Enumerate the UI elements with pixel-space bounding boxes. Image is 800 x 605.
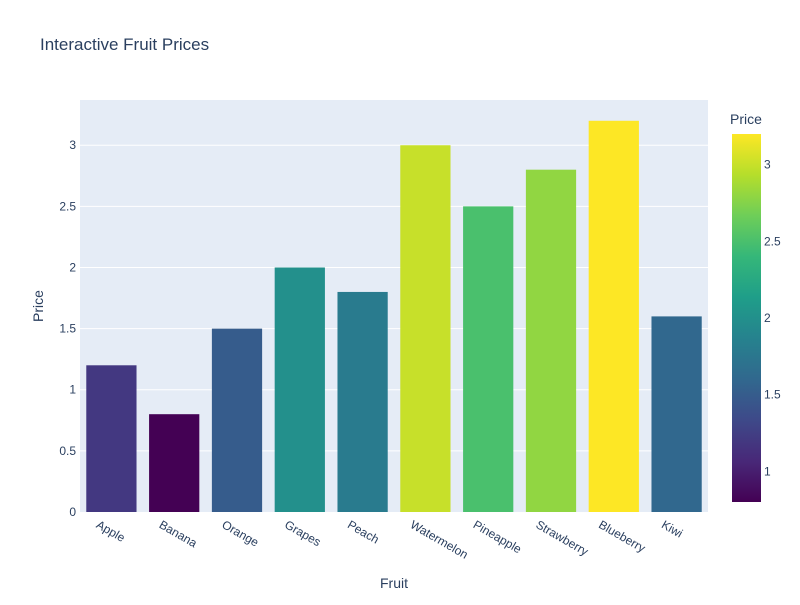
bar-apple[interactable] xyxy=(86,365,137,512)
colorbar-tick-label: 3 xyxy=(764,158,771,172)
x-tick-label: Pineapple xyxy=(471,517,525,556)
colorbar-tick-label: 1 xyxy=(764,464,771,478)
colorbar-tick-label: 2 xyxy=(764,311,771,325)
x-tick-label: Peach xyxy=(345,517,381,546)
y-tick-label: 1.5 xyxy=(59,322,76,336)
bar-blueberry[interactable] xyxy=(588,120,639,512)
y-tick-label: 2.5 xyxy=(59,199,76,213)
bar-pineapple[interactable] xyxy=(463,206,514,513)
x-tick-label: Banana xyxy=(157,517,200,550)
x-tick-label: Watermelon xyxy=(408,517,471,561)
colorbar-title: Price xyxy=(730,111,762,127)
colorbar: Price 1 1.5 2 2.5 3 xyxy=(730,111,781,502)
bar-orange[interactable] xyxy=(211,328,263,512)
x-tick-label: Apple xyxy=(94,517,128,545)
x-tick-label: Strawberry xyxy=(534,517,591,558)
x-tick-label: Orange xyxy=(220,517,262,549)
bar-banana[interactable] xyxy=(149,414,200,512)
x-tick-labels: Apple Banana Orange Grapes Peach Watermelon Pi… xyxy=(94,517,685,561)
bar-peach[interactable] xyxy=(337,291,388,512)
y-tick-label: 1 xyxy=(69,383,76,397)
bar-strawberry[interactable] xyxy=(525,169,577,512)
colorbar-gradient xyxy=(732,134,761,502)
y-axis-title: Price xyxy=(30,290,46,322)
y-tick-labels: 0 0.5 1 1.5 2 2.5 3 xyxy=(59,138,76,519)
colorbar-tick-label: 2.5 xyxy=(764,234,781,248)
bar-grapes[interactable] xyxy=(274,267,325,512)
x-tick-label: Blueberry xyxy=(596,517,647,555)
x-tick-label: Kiwi xyxy=(659,517,685,540)
bar-watermelon[interactable] xyxy=(400,145,451,512)
bars xyxy=(86,120,702,513)
y-tick-label: 0.5 xyxy=(59,444,76,458)
y-tick-label: 0 xyxy=(69,505,76,519)
x-axis-title: Fruit xyxy=(380,575,408,591)
x-tick-label: Grapes xyxy=(282,517,323,549)
y-tick-label: 3 xyxy=(69,138,76,152)
colorbar-tick-label: 1.5 xyxy=(764,388,781,402)
colorbar-ticks: 1 1.5 2 2.5 3 xyxy=(764,158,781,479)
chart-title: Interactive Fruit Prices xyxy=(40,35,209,54)
bar-kiwi[interactable] xyxy=(651,316,702,512)
y-tick-label: 2 xyxy=(69,260,76,274)
